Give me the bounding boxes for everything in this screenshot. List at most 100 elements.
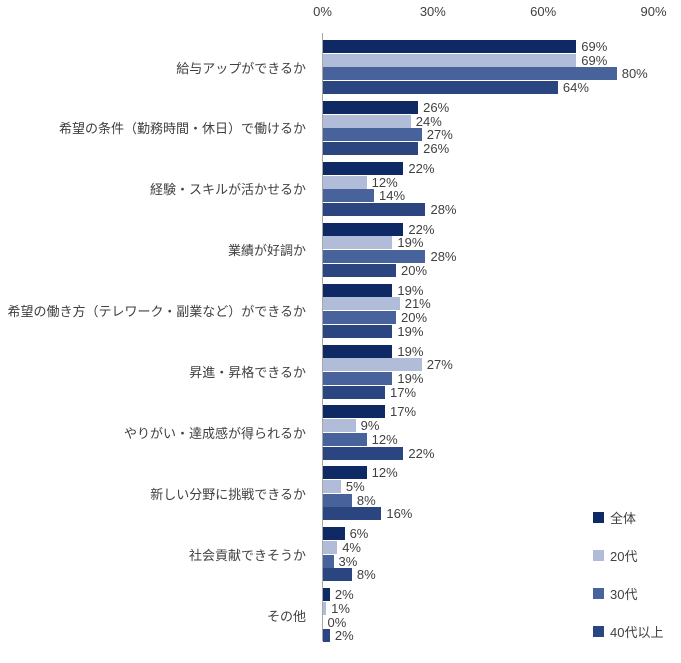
- bar-全体: [322, 40, 577, 53]
- value-label: 5%: [345, 479, 365, 494]
- bar-30代: [322, 371, 393, 385]
- value-label: 26%: [423, 141, 450, 156]
- category-label: やりがい・達成感が得られるか: [123, 425, 306, 441]
- value-label: 2%: [334, 628, 354, 644]
- bar-40代以上: [322, 385, 386, 399]
- value-label: 19%: [397, 282, 424, 298]
- value-label: 12%: [371, 174, 398, 190]
- value-label: 19%: [397, 343, 424, 359]
- bar-全体: [322, 527, 345, 541]
- value-label: 22%: [408, 445, 435, 461]
- legend-swatch-icon: [593, 626, 604, 637]
- bar-20代: [322, 114, 411, 128]
- bar-全体: [322, 161, 404, 175]
- category-label: 業績が好調か: [227, 243, 306, 259]
- bar-20代: [322, 297, 400, 311]
- value-label: 4%: [342, 539, 361, 555]
- bar-20代: [322, 601, 327, 615]
- category-label: 希望の条件（勤務時間・休日）で働けるか: [58, 121, 306, 137]
- bar-40代以上: [322, 202, 426, 216]
- category-label: 昇進・昇格できるか: [189, 365, 306, 381]
- bar-40代以上: [322, 507, 382, 521]
- legend-label: 40代以上: [610, 625, 664, 640]
- legend-swatch-icon: [593, 550, 604, 561]
- legend-item-全体: 全体: [593, 508, 636, 527]
- bar-20代: [322, 358, 422, 372]
- bar-20代: [322, 480, 341, 493]
- value-label: 2%: [334, 587, 354, 603]
- bar-30代: [322, 311, 397, 324]
- value-label: 12%: [371, 431, 398, 447]
- legend-item-20代: 20代: [593, 546, 637, 565]
- value-label: 17%: [390, 384, 417, 400]
- category-label: 社会貢献できそうか: [188, 547, 306, 563]
- legend-swatch-icon: [593, 588, 604, 599]
- bar-40代以上: [322, 263, 397, 277]
- category-label: その他: [266, 608, 306, 624]
- value-label: 19%: [397, 235, 424, 251]
- bar-40代以上: [322, 568, 352, 582]
- bar-30代: [322, 493, 352, 507]
- bar-30代: [322, 250, 426, 264]
- legend-label: 20代: [610, 549, 638, 564]
- value-label: 64%: [562, 80, 589, 96]
- value-label: 27%: [426, 357, 453, 373]
- value-label: 22%: [408, 160, 435, 176]
- category-label: 希望の働き方（テレワーク・副業など）ができるか: [7, 304, 306, 320]
- x-axis-tick-1: 30%: [419, 4, 446, 19]
- category-label: 新しい分野に挑戦できるか: [150, 486, 306, 502]
- legend-label: 全体: [610, 511, 637, 526]
- bar-30代: [322, 554, 334, 568]
- bar-全体: [322, 405, 386, 419]
- category-label: 給与アップができるか: [176, 60, 306, 76]
- bar-20代: [322, 175, 367, 189]
- value-label: 1%: [331, 600, 350, 616]
- value-label: 6%: [349, 526, 369, 542]
- bar-20代: [322, 53, 577, 67]
- value-label: 19%: [397, 323, 424, 339]
- bar-40代以上: [322, 142, 419, 155]
- value-label: 69%: [581, 52, 608, 68]
- bar-全体: [322, 222, 404, 236]
- value-label: 28%: [430, 249, 457, 265]
- bar-30代: [322, 128, 422, 142]
- bar-40代以上: [322, 81, 558, 95]
- value-label: 80%: [621, 66, 648, 82]
- bar-40代以上: [322, 324, 393, 338]
- legend-item-30代: 30代: [593, 584, 637, 603]
- x-axis-tick-2: 60%: [530, 4, 557, 19]
- legend-swatch-icon: [593, 512, 604, 523]
- bar-40代以上: [322, 446, 404, 460]
- bar-40代以上: [322, 629, 330, 643]
- bar-30代: [322, 432, 367, 446]
- value-label: 12%: [371, 465, 398, 481]
- bar-20代: [322, 419, 356, 433]
- value-label: 9%: [360, 418, 380, 434]
- x-axis-tick-3: 90%: [640, 4, 667, 19]
- bar-30代: [322, 67, 617, 81]
- bar-全体: [322, 100, 419, 114]
- value-label: 14%: [378, 188, 406, 204]
- bar-全体: [322, 588, 330, 602]
- value-label: 16%: [386, 506, 413, 522]
- value-label: 28%: [430, 201, 457, 217]
- value-label: 22%: [408, 221, 435, 237]
- bar-全体: [322, 466, 367, 480]
- value-label: 69%: [581, 39, 608, 54]
- category-label: 経験・スキルが活かせるか: [149, 182, 306, 198]
- value-label: 8%: [356, 492, 376, 508]
- bar-全体: [322, 344, 393, 358]
- legend-label: 30代: [610, 587, 638, 602]
- bar-20代: [322, 236, 393, 250]
- bar-20代: [322, 540, 338, 554]
- value-label: 21%: [404, 296, 431, 312]
- value-label: 0%: [327, 614, 347, 630]
- value-label: 3%: [338, 553, 358, 569]
- bar-全体: [322, 283, 393, 297]
- value-label: 19%: [397, 370, 424, 386]
- value-label: 8%: [356, 567, 376, 583]
- bar-30代: [322, 189, 374, 203]
- value-label: 17%: [390, 404, 417, 420]
- value-label: 20%: [401, 262, 428, 278]
